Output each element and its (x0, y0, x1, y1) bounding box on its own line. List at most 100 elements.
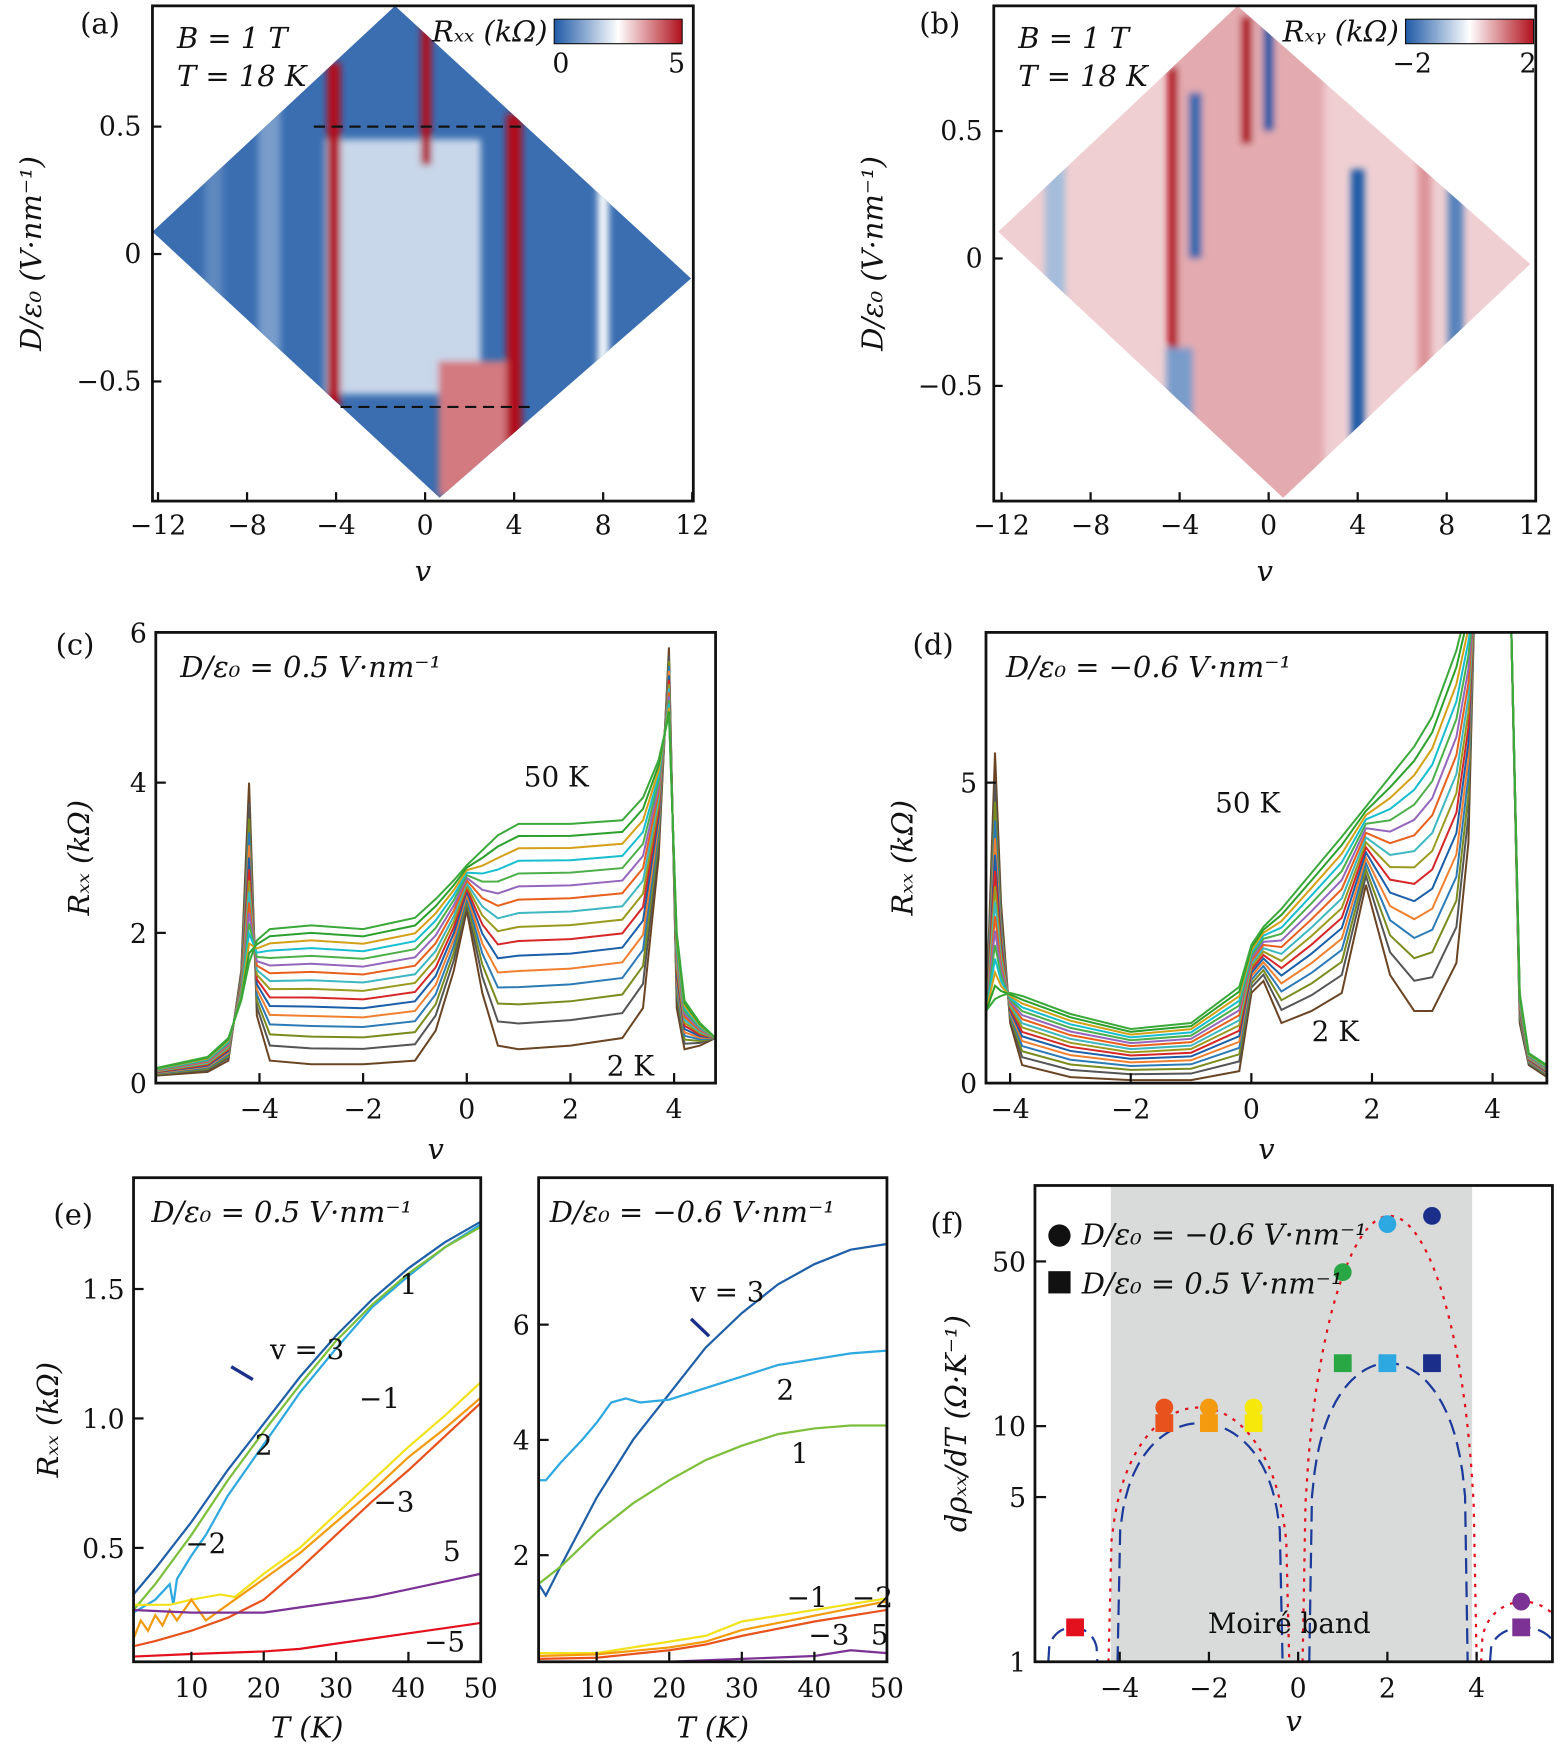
plot-c-frame (154, 631, 717, 1085)
legend-circle-icon (1048, 1224, 1071, 1247)
data-point-square (1333, 1354, 1352, 1373)
heatmap-feature (327, 62, 341, 407)
series-label: v = 3 (689, 1276, 764, 1309)
temperature-curve (985, 632, 1547, 1074)
temperature-curve (985, 632, 1547, 1068)
x-tick-label: 8 (595, 510, 612, 541)
legend-label: D/ε₀ = −0.6 V·nm⁻¹ (1081, 1217, 1367, 1251)
y-axis-label: Rₓₓ (kΩ) (31, 1362, 65, 1479)
x-tick-label: 0 (1243, 1095, 1260, 1126)
data-point-square (1244, 1414, 1263, 1433)
y-tick-label: 0.5 (940, 116, 982, 147)
panel-label-d: (d) (913, 628, 954, 662)
x-tick-label: −12 (130, 510, 186, 541)
heatmap-feature (1351, 169, 1365, 450)
panel-label-b: (b) (919, 7, 960, 41)
data-point-circle (1512, 1592, 1531, 1611)
series-line (133, 1621, 481, 1658)
x-tick-label: −2 (1189, 1673, 1228, 1704)
y-tick-label: 5 (1009, 1483, 1026, 1514)
y-tick-label: 2 (130, 919, 147, 950)
x-tick-label: 0 (417, 510, 434, 541)
x-tick-label: 40 (797, 1673, 831, 1704)
colorbar-tick: 0 (552, 49, 569, 80)
data-point-square (1155, 1414, 1174, 1433)
series-line (133, 1396, 481, 1639)
colorbar-label: Rₓᵧ (kΩ) (1282, 14, 1399, 48)
series-line (133, 1572, 481, 1614)
field-label-B: B = 1 T (176, 21, 290, 55)
temperature-curve (155, 655, 716, 1076)
x-tick-label: 2 (562, 1095, 579, 1126)
temperature-curve (155, 696, 716, 1072)
y-axis-label: D/ε₀ (V·nm⁻¹) (855, 156, 889, 352)
y-tick-label: 0.5 (82, 1534, 124, 1565)
data-point-circle (1333, 1263, 1352, 1282)
panel-label-e: (e) (53, 1197, 93, 1231)
temperature-curve (155, 700, 716, 1071)
y-tick-label: −0.5 (77, 366, 142, 397)
label-50K: 50 K (1215, 787, 1281, 820)
heatmap-feature (1417, 5, 1432, 498)
x-tick-label: 30 (319, 1673, 353, 1704)
y-tick-label: 1 (1009, 1648, 1026, 1679)
x-axis-label: v (428, 1132, 445, 1166)
x-tick-label: 40 (391, 1673, 425, 1704)
y-axis-label: Rₓₓ (kΩ) (886, 800, 920, 917)
y-tick-label: 5 (960, 769, 977, 800)
x-tick-label: 50 (870, 1673, 904, 1704)
y-tick-label: 6 (130, 618, 147, 649)
x-tick-label: 30 (725, 1673, 759, 1704)
temperature-curve (985, 632, 1547, 1068)
plot-e2-frame (537, 1176, 889, 1664)
colorbar-tick: −2 (1393, 49, 1432, 80)
x-tick-label: 2 (1379, 1673, 1396, 1704)
x-tick-label: −4 (240, 1095, 279, 1126)
temperature-curve (985, 632, 1547, 1072)
y-tick-label: −0.5 (918, 371, 983, 402)
series-line (133, 1225, 481, 1611)
heatmap-b-frame (992, 4, 1538, 503)
y-tick-label: 0 (966, 243, 983, 274)
legend-square-icon (1048, 1271, 1071, 1294)
x-tick-label: 4 (1468, 1673, 1485, 1704)
x-tick-label: −4 (1160, 510, 1199, 541)
heatmap-features (204, 5, 609, 498)
x-tick-label: 2 (1363, 1095, 1380, 1126)
fit-curve (1479, 1600, 1553, 1662)
plot-area-f (1047, 1185, 1553, 1662)
series-line (538, 1424, 887, 1585)
plot-area-e1 (133, 1220, 481, 1658)
heatmap-feature (1447, 5, 1464, 498)
data-point-square (1066, 1618, 1085, 1637)
x-tick-label: 4 (1349, 510, 1366, 541)
colorbar (1404, 18, 1535, 45)
temperature-curve (155, 688, 716, 1073)
y-tick-label: 0.5 (99, 112, 141, 143)
x-tick-label: 20 (652, 1673, 686, 1704)
temperature-curve (985, 632, 1547, 1073)
heatmap-feature (421, 11, 432, 165)
data-point-circle (1378, 1215, 1397, 1234)
plot-area-c (155, 647, 716, 1077)
series-label: 5 (443, 1535, 461, 1568)
y-tick-label: 2 (513, 1541, 530, 1572)
series-label: 2 (777, 1374, 795, 1407)
y-tick-label: 4 (130, 769, 147, 800)
y-axis-label: Rₓₓ (kΩ) (62, 800, 96, 917)
heatmap-feature (324, 139, 481, 395)
temperature-curve (985, 632, 1547, 1070)
temperature-curve (985, 632, 1547, 1076)
displacement-field-annotation: D/ε₀ = 0.5 V·nm⁻¹ (179, 650, 441, 684)
displacement-field-annotation: D/ε₀ = −0.6 V·nm⁻¹ (549, 1195, 835, 1229)
x-tick-label: −8 (227, 510, 266, 541)
temperature-curve (985, 632, 1547, 1071)
plot-e1-frame (132, 1176, 483, 1664)
series-label: 2 (255, 1429, 273, 1462)
panel-label-f: (f) (930, 1206, 963, 1240)
displacement-field-annotation: D/ε₀ = −0.6 V·nm⁻¹ (1005, 650, 1291, 684)
series-label: 5 (871, 1619, 889, 1652)
temperature-curve (985, 632, 1547, 1073)
series-line (133, 1381, 481, 1606)
